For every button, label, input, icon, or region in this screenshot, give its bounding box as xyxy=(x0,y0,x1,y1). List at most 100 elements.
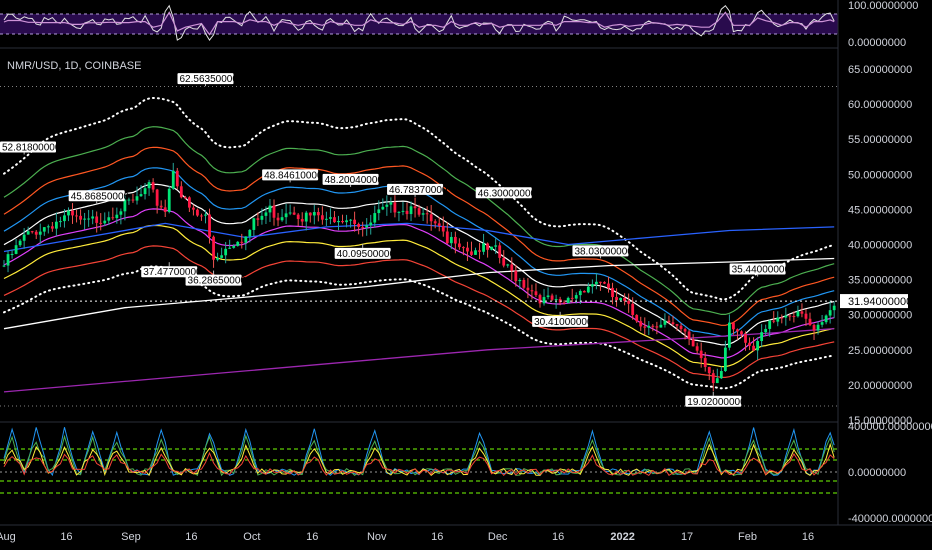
candle-body xyxy=(732,322,735,330)
candle-body xyxy=(268,205,272,213)
candle-body xyxy=(582,290,586,293)
oscillator-pane[interactable] xyxy=(0,427,838,494)
time-axis[interactable]: Aug 16 Sep 16 Oct 16 Nov 16 Dec 16 2022 17 Feb 16 xyxy=(0,531,814,543)
rsi-line xyxy=(3,4,835,41)
osc-tick-label: -400000.00000000 xyxy=(848,513,932,525)
oscillator-axis[interactable]: 400000.00000000 0.00000000 -400000.0000000… xyxy=(848,421,932,525)
candle-body xyxy=(320,215,324,220)
candle-body xyxy=(498,245,502,258)
symbol-title: NMR/USD, 1D, COINBASE xyxy=(7,60,141,72)
candle-body xyxy=(42,227,46,232)
candle-body xyxy=(603,282,606,284)
candle-body xyxy=(143,188,147,195)
annotation-box xyxy=(334,247,391,259)
candle-body xyxy=(470,251,473,255)
candle-body xyxy=(119,211,123,215)
candle-body xyxy=(462,247,465,249)
candle-body xyxy=(768,320,772,329)
candle-body xyxy=(38,231,42,235)
candle-body xyxy=(691,339,695,347)
candle-body xyxy=(518,280,522,282)
candle-body xyxy=(538,295,542,304)
candle-body xyxy=(574,295,578,299)
candle-body xyxy=(578,290,582,296)
candle-body xyxy=(373,213,377,223)
candle-body xyxy=(345,220,348,223)
time-tick-label: 16 xyxy=(802,531,814,543)
price-tick-label: 15.00000000 xyxy=(848,415,912,427)
candle-body xyxy=(63,215,66,222)
candle-body xyxy=(240,241,244,243)
candle-body xyxy=(449,236,453,244)
time-tick-label: Aug xyxy=(0,531,16,543)
price-pane[interactable]: 52.81800000 45.86850000 62.56350000 37.4770… xyxy=(0,73,838,408)
price-axis[interactable]: 65.00000000 60.00000000 55.00000000 50.0000… xyxy=(848,64,912,427)
candle-body xyxy=(236,241,240,246)
candle-body xyxy=(10,253,14,255)
last-price-tag: 31.94000000 xyxy=(840,294,912,309)
candle-body xyxy=(546,295,550,298)
candles[interactable] xyxy=(2,162,836,392)
time-tick-label: Dec xyxy=(488,531,508,543)
candle-body xyxy=(196,209,199,216)
candle-body xyxy=(667,320,671,323)
time-tick-label: 16 xyxy=(185,531,197,543)
candle-body xyxy=(312,212,316,216)
time-tick-label: 16 xyxy=(431,531,443,543)
candle-body xyxy=(490,246,494,250)
annotation-label: 36.28650000 xyxy=(188,276,247,287)
rsi-tick-label: 100.00000000 xyxy=(848,0,918,12)
time-tick-label: Feb xyxy=(738,531,757,543)
candle-body xyxy=(542,297,546,304)
candle-body xyxy=(599,281,602,283)
annotation-label: 38.03000000 xyxy=(574,246,633,257)
candle-body xyxy=(792,315,796,317)
time-tick-label: 2022 xyxy=(610,531,634,543)
candle-body xyxy=(200,215,203,217)
candle-body xyxy=(723,347,727,372)
candle-body xyxy=(147,182,151,189)
candle-body xyxy=(409,206,413,215)
candle-body xyxy=(530,290,534,292)
candle-body xyxy=(139,194,143,197)
candle-body xyxy=(252,218,256,230)
annotation-label: 46.30000000 xyxy=(478,188,537,199)
candle-body xyxy=(643,326,647,328)
candle-body xyxy=(437,223,441,226)
candle-body xyxy=(18,240,22,246)
candle-body xyxy=(353,219,357,224)
candle-body xyxy=(683,329,687,332)
candle-body xyxy=(83,218,86,220)
ma-line-0 xyxy=(3,222,835,253)
annotation-box xyxy=(572,245,629,257)
price-tick-label: 60.00000000 xyxy=(848,99,912,111)
annotation-label: 30.41000000 xyxy=(534,317,593,328)
candle-body xyxy=(707,367,711,374)
candle-body xyxy=(655,326,659,328)
candle-body xyxy=(228,247,232,249)
candle-body xyxy=(123,199,127,212)
annotation-label: 40.09500000 xyxy=(337,249,396,260)
rsi-pane[interactable] xyxy=(0,4,838,41)
candle-body xyxy=(675,324,679,326)
osc-line-3 xyxy=(3,451,835,477)
candle-body xyxy=(175,170,179,187)
oscillator-lines xyxy=(3,427,835,477)
candle-body xyxy=(381,206,385,210)
candle-body xyxy=(736,329,739,332)
annotation-label: 48.20040000 xyxy=(325,175,384,186)
rsi-tick-label: 0.00000000 xyxy=(848,37,906,49)
annotation-label: 19.02000000 xyxy=(687,397,746,408)
price-tick-label: 65.00000000 xyxy=(848,64,912,76)
candle-body xyxy=(75,215,78,217)
rsi-axis[interactable]: 100.00000000 0.00000000 xyxy=(848,0,918,49)
candle-body xyxy=(647,325,651,328)
candle-body xyxy=(71,210,74,216)
candle-body xyxy=(264,212,268,216)
candle-body xyxy=(788,315,792,317)
band-line-1 xyxy=(3,126,835,315)
candle-body xyxy=(232,245,236,248)
candle-body xyxy=(482,243,485,252)
annotation-box xyxy=(322,173,379,185)
